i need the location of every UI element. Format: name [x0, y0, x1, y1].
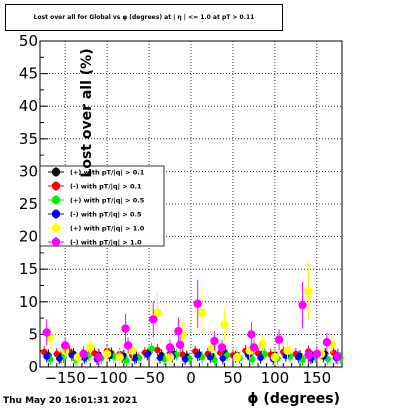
data-point	[42, 328, 51, 337]
data-point	[193, 299, 202, 308]
data-point	[68, 352, 76, 359]
data-point	[247, 330, 256, 339]
legend-marker	[51, 223, 61, 233]
y-tick-label: 5	[28, 325, 38, 343]
legend-marker	[51, 167, 61, 177]
data-point	[156, 354, 164, 362]
data-point	[249, 343, 259, 352]
legend-label: (+) with pT/|q| > 0.5	[70, 197, 145, 206]
data-point	[154, 346, 161, 354]
y-tick-label: 40	[19, 97, 38, 115]
legend-box	[39, 165, 165, 247]
data-point	[258, 339, 267, 349]
data-point	[304, 287, 313, 296]
legend-label: (-) with pT/|q| > 0.1	[70, 183, 142, 192]
data-point	[56, 355, 63, 362]
y-tick-label: 35	[19, 130, 38, 148]
data-point	[115, 353, 124, 362]
data-point	[312, 349, 322, 359]
data-point	[174, 326, 183, 336]
data-point	[283, 346, 292, 355]
data-point	[148, 345, 155, 352]
data-point	[131, 355, 138, 362]
data-point	[121, 324, 130, 333]
data-point	[220, 320, 229, 329]
data-point	[298, 300, 307, 310]
legend-label: (-) with pT/|q| > 1.0	[70, 239, 142, 248]
data-point	[102, 349, 112, 359]
y-axis-ticks: 0 5 10 15 20 25 30 35 40 45 50	[19, 32, 48, 376]
data-point	[210, 336, 219, 346]
legend-marker	[51, 181, 61, 191]
data-point	[94, 353, 103, 362]
y-tick-label: 15	[19, 260, 38, 278]
y-tick-label: 20	[19, 228, 38, 246]
data-points	[40, 262, 344, 367]
data-point	[181, 355, 189, 363]
data-point	[333, 352, 343, 361]
data-point	[165, 353, 175, 362]
data-point	[43, 353, 50, 360]
data-point	[123, 341, 133, 350]
x-tick-label: 100	[261, 369, 290, 387]
data-point	[270, 353, 280, 362]
data-point	[261, 350, 269, 358]
data-point	[194, 352, 201, 359]
data-point	[149, 315, 158, 324]
x-axis-title: ϕ (degrees)	[247, 391, 340, 407]
y-tick-label: 50	[19, 32, 38, 50]
data-point	[144, 351, 151, 358]
legend: (+) with pT/|q| > 0.1 (-) with pT/|q| > 0…	[39, 165, 165, 248]
data-point	[304, 351, 313, 360]
data-point	[295, 354, 302, 361]
legend-marker	[51, 195, 61, 205]
timestamp-footer: Thu May 20 16:01:31 2021	[3, 396, 138, 406]
data-point	[79, 349, 88, 359]
chart-title-box: Lost over all for Global vs φ (degrees) …	[5, 4, 283, 31]
x-tick-label: 0	[186, 369, 196, 387]
data-point	[322, 338, 332, 347]
data-point	[249, 355, 256, 363]
data-point	[153, 308, 162, 318]
y-tick-label: 45	[19, 65, 38, 83]
data-point	[257, 354, 264, 362]
x-tick-label: −150	[45, 369, 86, 387]
data-point	[165, 343, 175, 352]
legend-marker	[51, 237, 61, 247]
x-tick-label: −100	[87, 369, 128, 387]
data-point	[219, 355, 227, 362]
legend-label: (+) with pT/|q| > 0.1	[70, 169, 145, 178]
data-point	[86, 343, 95, 352]
y-tick-label: 25	[19, 195, 38, 213]
chart-title: Lost over all for Global vs φ (degrees) …	[33, 14, 255, 21]
x-tick-label: −50	[133, 369, 165, 387]
data-point	[207, 354, 214, 361]
x-axis-ticks: −150 −100 −50 0 50 100 150	[39, 358, 343, 387]
x-tick-label: 150	[303, 369, 332, 387]
data-point	[217, 343, 227, 352]
data-point	[175, 340, 185, 350]
y-tick-label: 30	[19, 162, 38, 180]
legend-label: (-) with pT/|q| > 0.5	[70, 211, 142, 220]
y-tick-label: 10	[19, 293, 38, 311]
y-axis-title: Lost over all (%)	[79, 48, 95, 177]
data-point	[232, 353, 242, 362]
x-tick-label: 50	[223, 369, 242, 387]
data-point	[274, 335, 284, 344]
legend-marker	[51, 209, 61, 219]
legend-label: (+) with pT/|q| > 1.0	[70, 225, 145, 234]
data-point	[197, 308, 207, 318]
data-point	[60, 341, 70, 350]
y-tick-label: 0	[28, 358, 38, 376]
